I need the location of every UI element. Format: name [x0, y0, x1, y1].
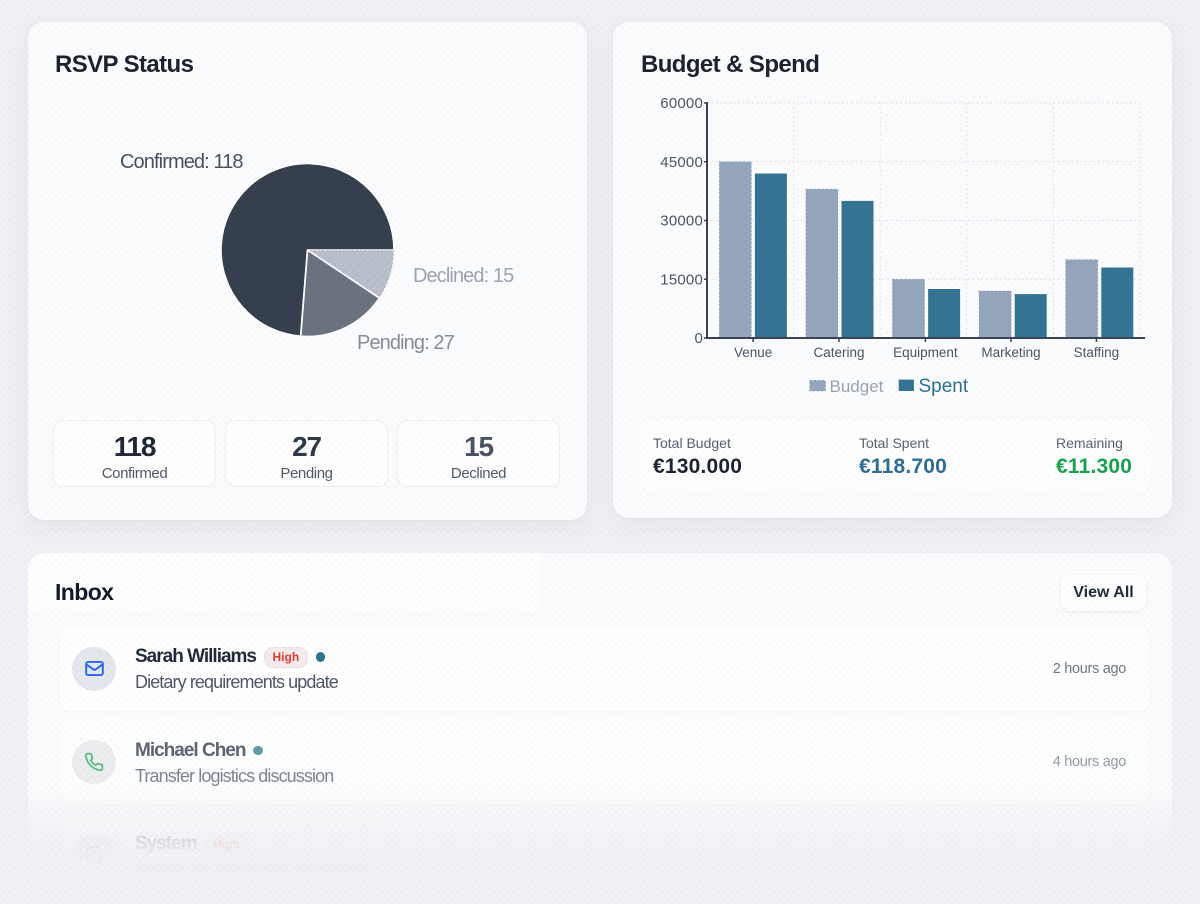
- svg-text:Budget: Budget: [830, 377, 884, 396]
- svg-text:Spent: Spent: [919, 376, 969, 397]
- svg-text:30000: 30000: [660, 213, 703, 230]
- svg-text:60000: 60000: [660, 95, 703, 112]
- svg-text:0: 0: [694, 330, 703, 347]
- svg-text:Equipment: Equipment: [893, 345, 958, 360]
- svg-text:15000: 15000: [660, 271, 703, 288]
- svg-text:Catering: Catering: [813, 345, 864, 360]
- svg-text:Venue: Venue: [734, 345, 772, 360]
- svg-text:Marketing: Marketing: [981, 345, 1040, 360]
- svg-text:45000: 45000: [660, 154, 703, 171]
- svg-text:Staffing: Staffing: [1074, 345, 1120, 360]
